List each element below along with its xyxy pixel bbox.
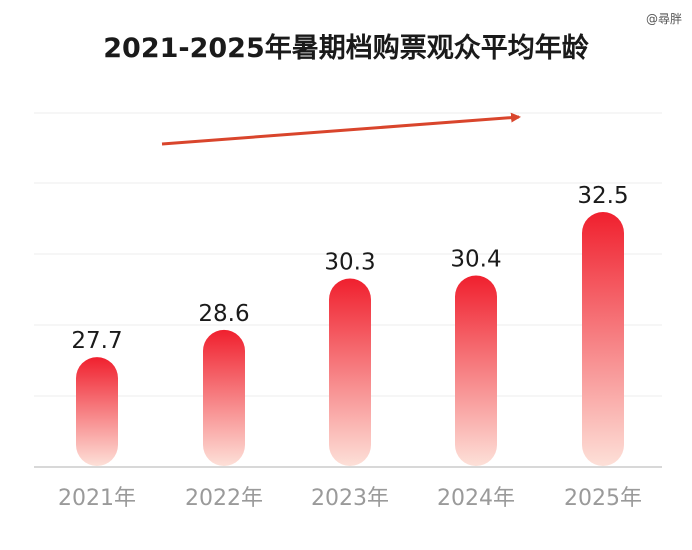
x-tick-label: 2022年 [185, 486, 263, 511]
x-tick-label: 2024年 [437, 486, 515, 511]
bar-3 [455, 275, 497, 466]
chart-title: 2021-2025年暑期档购票观众平均年龄 [103, 33, 589, 64]
value-label: 32.5 [577, 183, 628, 209]
value-label: 30.3 [324, 250, 375, 276]
value-labels: 27.7 28.6 30.3 30.4 32.5 [71, 183, 628, 354]
x-tick-label: 2025年 [564, 486, 642, 511]
x-tick-label: 2023年 [311, 486, 389, 511]
bar-1 [203, 329, 245, 466]
bars [76, 212, 624, 466]
value-label: 27.7 [71, 328, 122, 354]
value-label: 28.6 [198, 301, 249, 327]
value-label: 30.4 [450, 247, 501, 273]
bar-0 [76, 357, 118, 466]
bar-2 [329, 278, 371, 466]
bar-4 [582, 212, 624, 466]
x-tick-label: 2021年 [58, 486, 136, 511]
trend-arrow [161, 112, 521, 146]
watermark: @尋胖 [645, 12, 682, 26]
x-axis-tick-labels: 2021年 2022年 2023年 2024年 2025年 [58, 486, 642, 511]
